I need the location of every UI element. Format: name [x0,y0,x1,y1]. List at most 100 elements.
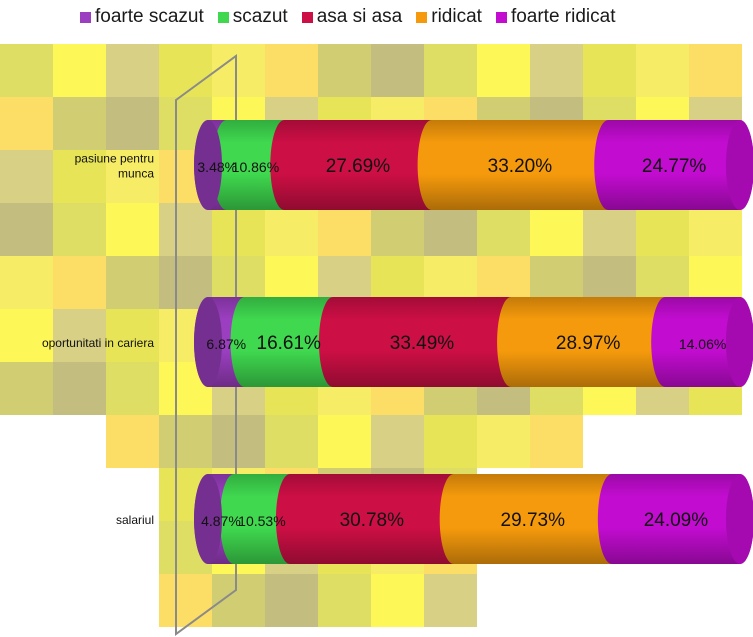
bar-end-cap [726,120,753,210]
data-label: 30.78% [340,510,405,531]
legend-swatch [301,11,313,23]
background-tile [0,44,53,97]
legend-label: foarte scazut [95,6,204,27]
background-tile [583,44,636,97]
data-label: 27.69% [326,156,391,177]
legend-label: asa si asa [316,6,403,27]
background-tile [0,256,53,309]
background-tile [477,203,530,256]
background-tile [159,203,212,256]
background-tile [530,44,583,97]
background-tile [371,203,424,256]
legend-item-foarte-scazut: foarte scazut [80,6,204,28]
background-tile [583,203,636,256]
background-tile [212,203,265,256]
background-tile [106,362,159,415]
legend-item-ridicat: ridicat [416,6,482,28]
background-tile [159,415,212,468]
background-tile [0,97,53,150]
legend-swatch [416,11,428,23]
bar-segment [497,297,680,387]
background-tile [106,203,159,256]
bar-start-cap [194,297,222,387]
background-tile [689,44,742,97]
background-tile [106,150,159,203]
data-label: 24.77% [642,156,707,177]
bar-segment [318,297,526,387]
background-tile [371,44,424,97]
background-tile [106,256,159,309]
background-tile [53,150,106,203]
background-tile [106,309,159,362]
background-tile [106,415,159,468]
bar-segment [597,474,753,564]
background-tile [636,44,689,97]
background-tile [689,203,742,256]
background-tile [53,97,106,150]
background-tile [530,203,583,256]
background-tile [0,309,53,362]
bar-end-cap [726,297,753,387]
data-label: 6.87% [206,336,246,352]
data-label: 10.86% [232,159,279,175]
background-tile [318,44,371,97]
data-label: 28.97% [556,333,621,354]
background-tile [265,44,318,97]
background-tile [424,574,477,627]
legend-label: ridicat [431,6,482,27]
bar-start-cap [194,120,222,210]
background-tile [477,44,530,97]
background-tile [265,415,318,468]
background-tile [318,203,371,256]
background-tile [212,44,265,97]
background-tile [106,97,159,150]
background-tile [371,415,424,468]
background-tile [159,44,212,97]
background-tile [318,574,371,627]
background-tile [53,256,106,309]
data-label: 29.73% [501,510,566,531]
chart-wall [175,54,237,636]
background-tile [318,415,371,468]
bar-segment [275,474,468,564]
background-tile [212,415,265,468]
background-tile [53,44,106,97]
data-label: 10.53% [238,513,285,529]
category-label: salariul [116,513,154,527]
legend-swatch [495,11,507,23]
legend-item-foarte-ridicat: foarte ridicat [495,6,615,28]
background-tile [371,574,424,627]
background-tile [530,415,583,468]
background-tile [53,362,106,415]
legend-swatch [80,11,91,23]
legend-label: scazut [232,6,288,27]
data-label: 33.20% [488,156,553,177]
bar-segment [270,120,446,210]
background-tile [424,44,477,97]
bar-segment [417,120,623,210]
category-label: pasiune pentru [75,152,154,166]
background-tile [0,150,53,203]
data-label: 3.48% [197,159,237,175]
category-label: munca [118,167,154,181]
background-tile [53,309,106,362]
legend-item-asa-si-asa: asa si asa [301,6,403,28]
bar-segment [594,120,753,210]
data-label: 16.61% [257,333,322,354]
bar-segment [230,297,347,387]
background-tile [424,203,477,256]
background-tile [265,574,318,627]
background-tile [636,203,689,256]
background-tile [0,203,53,256]
bar-segment [439,474,626,564]
background-tile [477,415,530,468]
data-label: 33.49% [390,333,455,354]
background-tile [159,574,212,627]
background-tile [106,44,159,97]
category-label: oportunitati in cariera [42,336,154,350]
data-label: 14.06% [679,336,726,352]
bar-end-cap [726,474,753,564]
bar-segment [651,297,753,387]
chart-legend: foarte scazut scazut asa si asa ridicat … [80,6,615,28]
